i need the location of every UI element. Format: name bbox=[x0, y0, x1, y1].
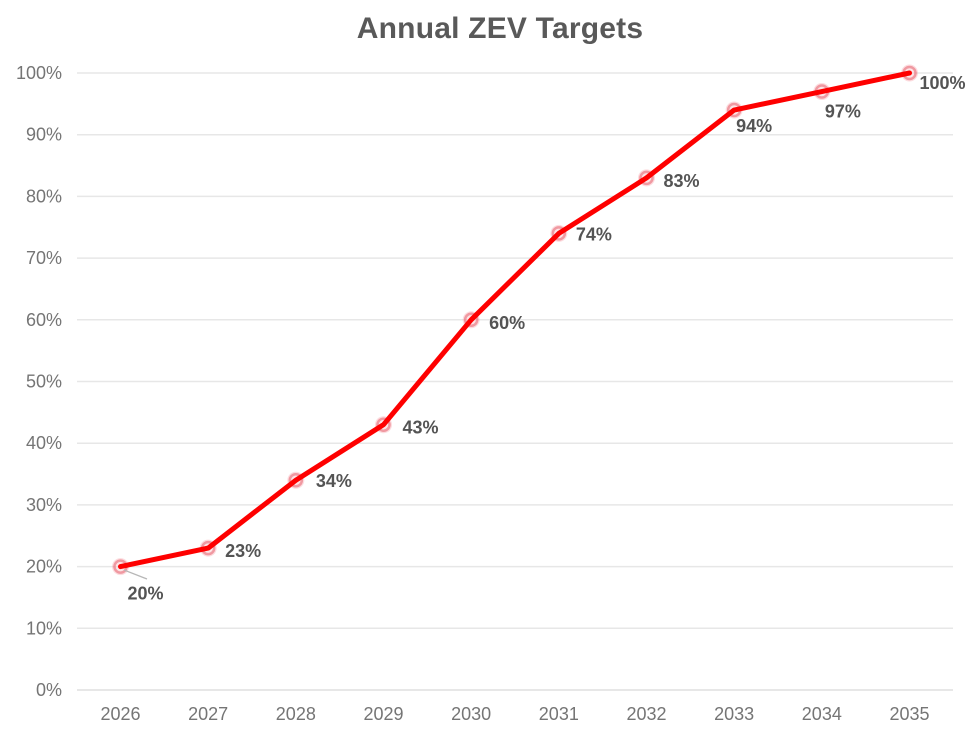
x-tick-label: 2033 bbox=[714, 704, 754, 724]
x-tick-label: 2031 bbox=[539, 704, 579, 724]
y-tick-label: 30% bbox=[26, 495, 62, 515]
x-tick-label: 2035 bbox=[889, 704, 929, 724]
data-point-label: 83% bbox=[664, 171, 700, 191]
x-tick-label: 2029 bbox=[363, 704, 403, 724]
x-tick-label: 2026 bbox=[100, 704, 140, 724]
y-tick-label: 50% bbox=[26, 372, 62, 392]
data-point-label: 74% bbox=[576, 224, 612, 244]
y-tick-label: 10% bbox=[26, 618, 62, 638]
y-tick-label: 100% bbox=[16, 63, 62, 83]
data-point-label: 94% bbox=[736, 116, 772, 136]
y-tick-label: 90% bbox=[26, 125, 62, 145]
data-point-label: 60% bbox=[489, 313, 525, 333]
y-tick-label: 20% bbox=[26, 557, 62, 577]
label-leader-line bbox=[123, 569, 148, 580]
y-tick-label: 0% bbox=[36, 680, 62, 700]
x-tick-label: 2028 bbox=[276, 704, 316, 724]
data-point-label: 100% bbox=[920, 73, 966, 93]
data-point-label: 34% bbox=[316, 471, 352, 491]
data-point-label: 23% bbox=[225, 541, 261, 561]
y-tick-label: 80% bbox=[26, 186, 62, 206]
data-point-label: 97% bbox=[825, 102, 861, 122]
y-tick-label: 70% bbox=[26, 248, 62, 268]
x-tick-label: 2030 bbox=[451, 704, 491, 724]
y-tick-label: 40% bbox=[26, 433, 62, 453]
data-point-label: 43% bbox=[403, 418, 439, 438]
y-tick-label: 60% bbox=[26, 310, 62, 330]
data-point-label: 20% bbox=[128, 584, 164, 604]
x-tick-label: 2032 bbox=[626, 704, 666, 724]
x-tick-label: 2034 bbox=[802, 704, 842, 724]
chart-title: Annual ZEV Targets bbox=[356, 12, 644, 45]
x-tick-label: 2027 bbox=[188, 704, 228, 724]
series-line-zev-target bbox=[118, 70, 912, 570]
